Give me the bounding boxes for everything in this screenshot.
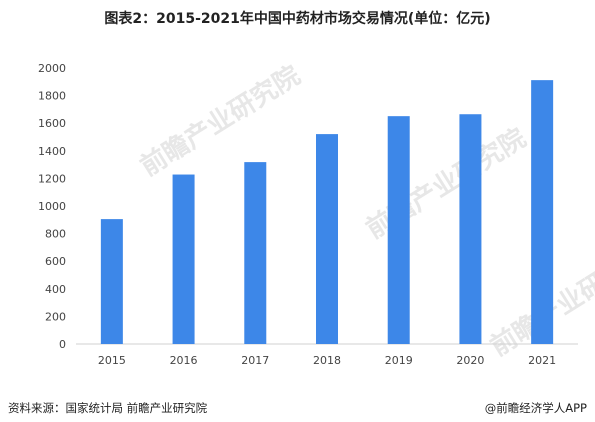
watermark-text: 前瞻产业研究院 [135, 60, 306, 183]
x-axis: 2015 2016 2017 2018 2019 2020 2021 [98, 354, 556, 367]
bar-2019 [387, 116, 410, 344]
y-tick-label: 400 [45, 283, 66, 296]
x-tick-label: 2015 [98, 354, 126, 367]
y-tick-label: 1400 [38, 145, 66, 158]
bar-2021 [531, 80, 554, 345]
x-tick-label: 2016 [170, 354, 198, 367]
x-tick-label: 2018 [313, 354, 341, 367]
brand-note: @前瞻经济学人APP [484, 401, 587, 415]
y-tick-label: 2000 [38, 62, 66, 75]
bar-2020 [459, 114, 482, 344]
y-tick-label: 800 [45, 228, 66, 241]
x-tick-label: 2020 [456, 354, 484, 367]
watermark-layer: 前瞻产业研究院 前瞻产业研究院 前瞻产业研究院 [135, 60, 595, 363]
y-tick-label: 200 [45, 310, 66, 323]
y-axis: 0 200 400 600 800 1000 1200 1400 1600 1800 2000 [38, 62, 66, 351]
y-tick-label: 1200 [38, 172, 66, 185]
watermark-text: 前瞻产业研究院 [361, 122, 532, 245]
y-tick-label: 600 [45, 255, 66, 268]
bars-group [100, 80, 554, 345]
x-tick-label: 2019 [385, 354, 413, 367]
bar-2017 [244, 162, 267, 344]
x-tick-label: 2021 [528, 354, 556, 367]
chart-title: 图表2：2015-2021年中国中药材市场交易情况(单位：亿元) [104, 11, 491, 27]
bar-2015 [100, 219, 123, 344]
y-tick-label: 1000 [38, 200, 66, 213]
x-tick-label: 2017 [241, 354, 269, 367]
y-tick-label: 1800 [38, 90, 66, 103]
bar-2016 [172, 174, 195, 344]
source-note: 资料来源：国家统计局 前瞻产业研究院 [8, 401, 208, 415]
y-tick-label: 1600 [38, 117, 66, 130]
bar-2018 [316, 134, 338, 344]
y-tick-label: 0 [59, 338, 66, 351]
